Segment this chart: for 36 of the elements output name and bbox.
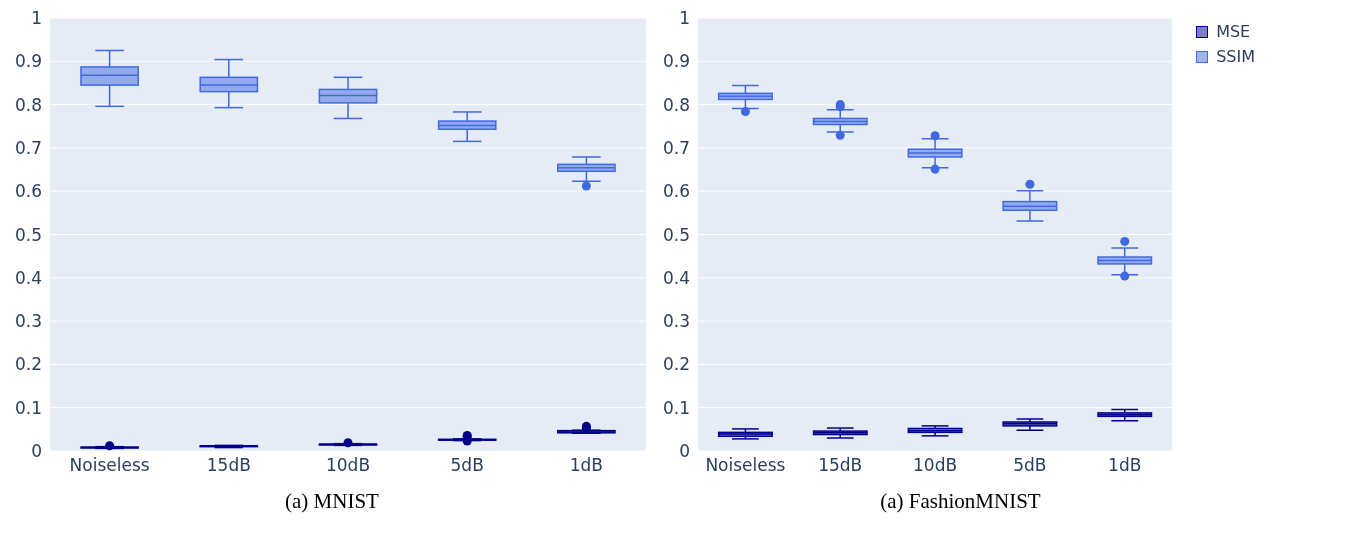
y-tick-label: 0 (679, 441, 690, 462)
x-tick-label: 1dB (1108, 455, 1142, 476)
y-tick-label: 1 (679, 8, 690, 29)
y-tick-label: 0.2 (14, 354, 42, 375)
y-tick-label: 0.6 (662, 181, 690, 202)
y-tick-label: 1 (31, 8, 42, 29)
x-tick-label: 10dB (913, 455, 958, 476)
y-tick-label: 0.6 (14, 181, 42, 202)
x-tick-label: Noiseless (705, 455, 786, 476)
legend-label: SSIM (1216, 47, 1255, 66)
y-tick-label: 0.7 (14, 137, 42, 158)
x-tick-label: 5dB (1013, 455, 1047, 476)
y-tick-label: 0.1 (14, 397, 42, 418)
y-tick-label: 0.8 (662, 94, 690, 115)
y-tick-label: 0.8 (14, 94, 42, 115)
y-tick-label: 0.3 (662, 311, 690, 332)
x-tick-label: Noiseless (69, 455, 150, 476)
y-tick-label: 0.1 (662, 397, 690, 418)
x-tick-label: 10dB (325, 455, 371, 476)
y-tick-label: 0.9 (14, 51, 42, 72)
y-tick-label: 0.2 (662, 354, 690, 375)
x-tick-label: 1dB (569, 455, 604, 476)
y-tick-label: 0 (31, 441, 42, 462)
y-tick-label: 0.3 (14, 311, 42, 332)
y-tick-label: 0.4 (14, 267, 42, 288)
y-tick-label: 0.7 (662, 137, 690, 158)
x-tick-label: 15dB (206, 455, 251, 476)
x-tick-label: 5dB (450, 455, 484, 476)
text: (a) FashionMNIST (879, 489, 1042, 514)
y-tick-label: 0.4 (662, 267, 690, 288)
text: (a) MNIST (284, 489, 380, 514)
legend-label: MSE (1216, 22, 1251, 41)
y-tick-label: 0.5 (662, 224, 690, 245)
y-tick-label: 0.9 (662, 51, 690, 72)
x-tick-label: 15dB (818, 455, 863, 476)
y-tick-label: 0.5 (14, 224, 42, 245)
